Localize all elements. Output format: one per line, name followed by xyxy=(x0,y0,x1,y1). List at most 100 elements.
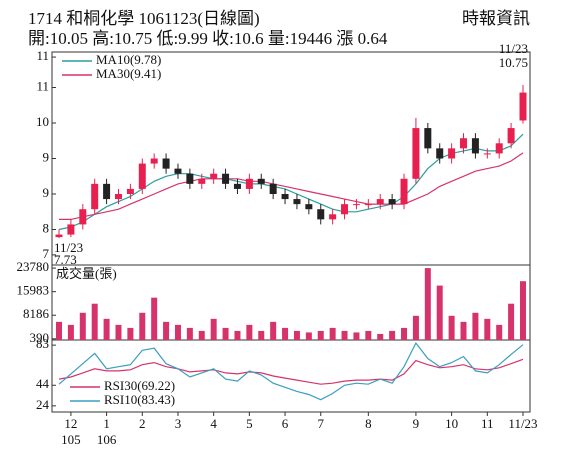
bar xyxy=(163,321,170,340)
bar xyxy=(79,312,86,340)
candle-body xyxy=(67,224,75,235)
bar xyxy=(329,327,336,340)
x-tick-label: 6 xyxy=(282,416,289,431)
candle-body xyxy=(329,214,337,220)
bar xyxy=(353,332,360,340)
y-tick-label: 10 xyxy=(36,114,49,129)
candle-body xyxy=(79,209,87,225)
y-tick-label: 7 xyxy=(43,246,50,261)
candle-body xyxy=(448,148,456,159)
bar xyxy=(305,332,312,340)
annotation: 10.75 xyxy=(499,55,528,70)
bar xyxy=(246,324,253,340)
candle-body xyxy=(293,199,301,205)
candle-body xyxy=(245,178,253,189)
bar xyxy=(520,281,526,340)
candle-body xyxy=(471,138,479,154)
candle-body xyxy=(317,209,325,220)
bar xyxy=(401,327,408,340)
bar xyxy=(115,324,122,340)
bar xyxy=(460,321,467,340)
y-tick-label: 83 xyxy=(36,336,49,351)
bar xyxy=(234,330,241,340)
bar xyxy=(210,318,217,340)
candle-body xyxy=(507,128,515,144)
x-tick-label: 1 xyxy=(103,416,110,431)
bar xyxy=(222,327,229,340)
candle-body xyxy=(257,178,265,184)
candle-body xyxy=(91,183,99,210)
candle-body xyxy=(424,128,432,149)
x-tick-label: 3 xyxy=(175,416,182,431)
legend-label: RSI30(69.22) xyxy=(104,378,175,393)
legend-label: RSI10(83.43) xyxy=(104,392,175,407)
candle-body xyxy=(436,148,444,159)
line xyxy=(58,133,524,231)
bar xyxy=(198,330,205,340)
candle-body xyxy=(305,204,313,210)
annotation: 7.73 xyxy=(54,252,77,267)
bar xyxy=(139,312,146,340)
panel-title: 成交量(張) xyxy=(56,266,117,281)
bar xyxy=(258,330,265,340)
x-tick-label: 5 xyxy=(246,416,253,431)
bar xyxy=(270,321,277,340)
y-tick-label: 24 xyxy=(36,397,50,412)
x-tick-label: 8 xyxy=(365,416,372,431)
candle-body xyxy=(460,138,468,149)
candle-body xyxy=(55,234,63,238)
bar xyxy=(341,330,348,340)
line xyxy=(58,341,524,401)
legend-label: MA10(9.78) xyxy=(96,52,161,67)
x-tick-label: 11 xyxy=(481,416,494,431)
bar xyxy=(293,330,300,340)
bar xyxy=(496,324,503,340)
candle-body xyxy=(150,158,158,164)
bar xyxy=(508,303,515,340)
bar xyxy=(91,303,98,340)
candle-body xyxy=(210,173,218,179)
y-tick-label: 9 xyxy=(43,185,50,200)
frame xyxy=(51,51,531,413)
x-tick-label: 9 xyxy=(413,416,420,431)
candle-body xyxy=(114,194,122,200)
candle-body xyxy=(138,163,146,189)
bar xyxy=(484,318,491,340)
candle-body xyxy=(412,128,420,179)
bar xyxy=(127,327,134,340)
x-tick-label: 12 xyxy=(64,416,77,431)
y-tick-label: 9 xyxy=(43,149,50,164)
annotation: 11/23 xyxy=(499,41,528,56)
candle-body xyxy=(519,92,527,121)
bar xyxy=(186,327,193,340)
annotation: 11/23 xyxy=(54,240,83,255)
candle-body xyxy=(376,199,384,205)
x-tick-label: 4 xyxy=(210,416,217,431)
candle-body xyxy=(281,194,289,200)
source: 時報資訊 xyxy=(462,9,530,28)
candle-body xyxy=(352,204,360,206)
bar xyxy=(365,330,372,340)
candle-body xyxy=(341,204,349,215)
x-tick-label: 11/23 xyxy=(508,416,537,431)
candle-body xyxy=(162,158,170,169)
y-tick-label: 11 xyxy=(36,78,49,93)
bar xyxy=(56,321,62,340)
candle-body xyxy=(198,178,206,184)
legend-label: MA30(9.41) xyxy=(96,66,161,81)
bar xyxy=(67,324,74,340)
line xyxy=(58,358,524,385)
candle-body xyxy=(269,183,277,194)
candle-body xyxy=(364,204,372,206)
bar xyxy=(317,330,324,340)
y-tick-label: 11 xyxy=(36,48,49,63)
y-tick-label: 8186 xyxy=(23,306,50,321)
candle-body xyxy=(400,178,408,205)
y-tick-label: 23780 xyxy=(17,259,50,274)
candle-body xyxy=(388,199,396,205)
y-tick-label: 8 xyxy=(43,220,50,235)
line xyxy=(59,152,524,220)
candle-body xyxy=(103,183,111,200)
